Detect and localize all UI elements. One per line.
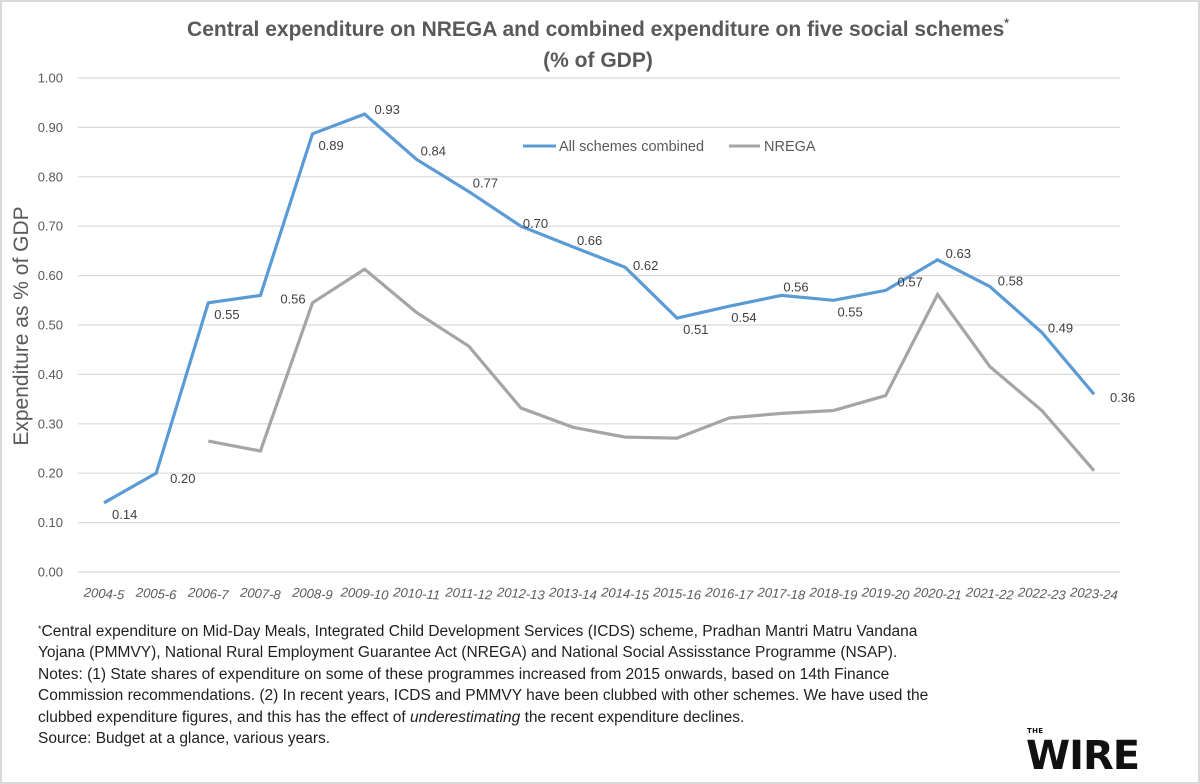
- x-tick-label: 2008-9: [291, 585, 333, 603]
- x-tick-label: 2015-16: [652, 584, 702, 602]
- data-label: 0.89: [318, 138, 343, 153]
- x-tick-label: 2018-19: [808, 584, 858, 602]
- x-tick-label: 2009-10: [339, 584, 389, 602]
- footnote-line: Notes: (1) State shares of expenditure o…: [38, 664, 938, 685]
- chart-title-line2: (% of GDP): [543, 49, 653, 72]
- y-tick-label: 0.40: [38, 367, 63, 382]
- x-tick-label: 2005-6: [134, 585, 177, 603]
- y-tick-label: 0.70: [38, 219, 63, 234]
- x-tick-label: 2010-11: [392, 584, 441, 602]
- x-tick-label: 2006-7: [187, 585, 230, 603]
- gridlines: [78, 77, 1120, 573]
- data-label: 0.66: [577, 233, 602, 248]
- footnote-line: Yojana (PMMVY), National Rural Employmen…: [38, 642, 938, 663]
- data-label: 0.63: [946, 246, 971, 261]
- x-tick-label: 2007-8: [239, 585, 282, 603]
- x-tick-label: 2017-18: [756, 584, 806, 602]
- the-wire-logo: THE WIRE: [1026, 727, 1156, 779]
- logo-wire: WIRE: [1026, 733, 1140, 779]
- chart-title-marker: *: [1004, 16, 1009, 30]
- y-tick-label: 0.20: [38, 466, 63, 481]
- series-line-nrega: [208, 267, 1096, 472]
- footnote-line: clubbed expenditure figures, and this ha…: [38, 707, 938, 728]
- x-tick-label: 2004-5: [82, 585, 125, 603]
- footnote-line: *Central expenditure on Mid-Day Meals, I…: [38, 621, 938, 642]
- notes-text-3a: clubbed expenditure figures, and this ha…: [38, 708, 410, 726]
- x-tick-label: 2016-17: [704, 584, 754, 602]
- series-line-all-schemes: [103, 112, 1096, 505]
- footnote: *Central expenditure on Mid-Day Meals, I…: [38, 621, 938, 749]
- data-label: 0.70: [523, 216, 548, 231]
- notes-emphasis: underestimating: [409, 708, 521, 726]
- chart-title-line1: Central expenditure on NREGA and combine…: [187, 16, 1009, 41]
- legend-label-all-schemes: All schemes combined: [559, 139, 704, 155]
- legend-label-nrega: NREGA: [764, 139, 816, 155]
- x-tick-label: 2019-20: [860, 584, 910, 602]
- notes-text-2: Commission recommendations. (2) In recen…: [38, 687, 929, 705]
- data-label: 0.36: [1110, 390, 1135, 405]
- data-label: 0.93: [375, 102, 400, 117]
- logo-the: THE: [1027, 727, 1044, 735]
- data-label: 0.49: [1048, 320, 1073, 335]
- x-tick-label: 2020-21: [912, 584, 962, 602]
- footnote-text-1: Central expenditure on Mid-Day Meals, In…: [41, 623, 918, 640]
- data-label: 0.84: [421, 144, 446, 159]
- y-axis-title: Expenditure as % of GDP: [10, 206, 33, 445]
- data-label: 0.77: [473, 176, 498, 191]
- x-tick-label: 2013-14: [548, 584, 598, 602]
- footnote-line: Source: Budget at a glance, various year…: [38, 728, 938, 749]
- y-tick-label: 0.50: [38, 318, 63, 333]
- notes-text-3b: the recent expenditure declines.: [520, 708, 745, 726]
- footnote-text-2: Yojana (PMMVY), National Rural Employmen…: [38, 644, 898, 662]
- line-chart: Central expenditure on NREGA and combine…: [10, 16, 1135, 603]
- data-label: 0.20: [170, 471, 195, 486]
- data-label: 0.55: [214, 307, 239, 322]
- x-tick-label: 2011-12: [444, 584, 493, 602]
- y-tick-label: 1.00: [38, 71, 63, 86]
- data-label: 0.57: [898, 274, 923, 289]
- x-tick-label: 2023-24: [1069, 584, 1119, 602]
- data-label: 0.62: [633, 258, 658, 273]
- data-label: 0.56: [280, 291, 305, 306]
- x-tick-label: 2022-23: [1017, 584, 1067, 602]
- y-tick-label: 0.10: [38, 515, 63, 530]
- y-axis-ticks: 0.00 0.10 0.20 0.30 0.40 0.50 0.60 0.70 0.80 0.90…: [38, 71, 63, 580]
- y-tick-label: 0.30: [38, 416, 63, 431]
- legend: All schemes combined NREGA: [523, 139, 816, 155]
- data-label: 0.14: [112, 507, 137, 522]
- footnote-marker: *: [38, 624, 42, 634]
- data-label: 0.55: [837, 304, 862, 319]
- data-labels: 0.14 0.20 0.55 0.56 0.89 0.93 0.84 0.77 0.70 0.66…: [112, 102, 1135, 522]
- y-tick-label: 0.90: [38, 120, 63, 135]
- source-text: Source: Budget at a glance, various year…: [38, 730, 331, 748]
- y-tick-label: 0.80: [38, 169, 63, 184]
- chart-title-text: Central expenditure on NREGA and combine…: [187, 18, 1004, 41]
- x-axis-ticks: 2004-5 2005-6 2006-7 2007-8 2008-9 2009-10 201…: [82, 584, 1118, 602]
- series-lines: [103, 112, 1096, 505]
- data-label: 0.58: [998, 273, 1023, 288]
- data-label: 0.54: [731, 310, 756, 325]
- y-tick-label: 0.00: [38, 565, 63, 580]
- notes-text-1: Notes: (1) State shares of expenditure o…: [38, 665, 890, 683]
- x-tick-label: 2014-15: [600, 584, 650, 602]
- y-tick-label: 0.60: [38, 268, 63, 283]
- x-tick-label: 2012-13: [496, 584, 546, 602]
- x-tick-label: 2021-22: [964, 584, 1014, 602]
- data-label: 0.51: [683, 322, 708, 337]
- data-label: 0.56: [783, 279, 808, 294]
- footnote-line: Commission recommendations. (2) In recen…: [38, 685, 938, 706]
